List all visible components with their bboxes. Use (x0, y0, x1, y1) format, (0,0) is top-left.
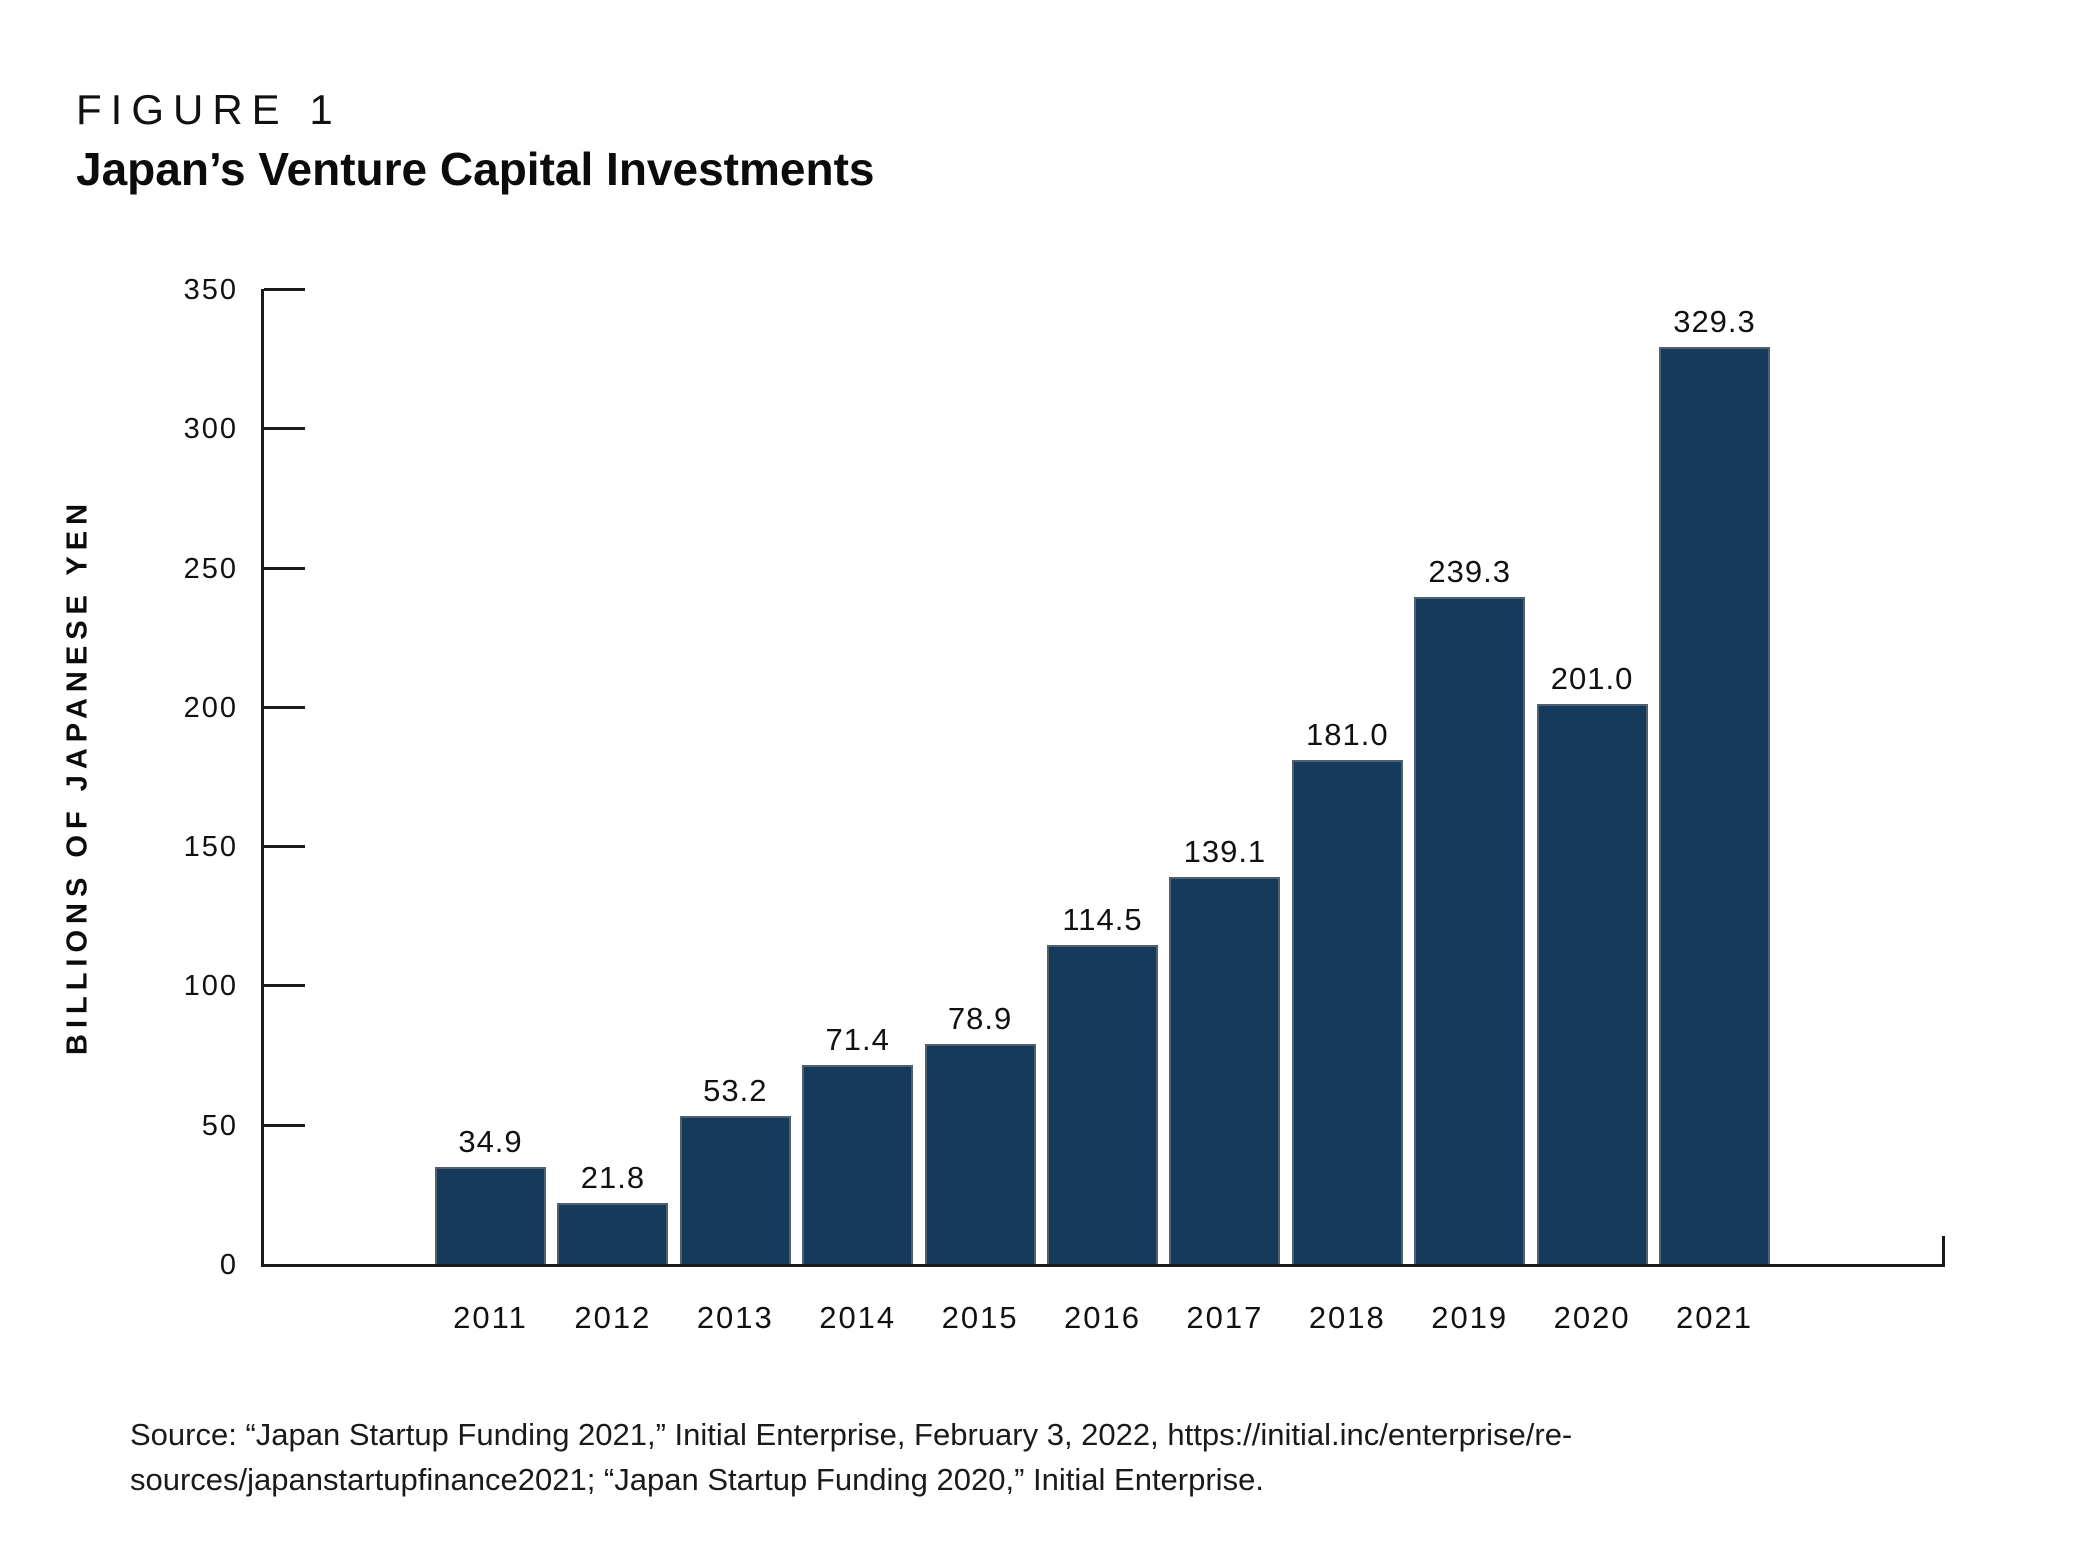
x-axis-label-2012: 2012 (574, 1300, 652, 1335)
y-axis-tick-50 (264, 1123, 305, 1127)
bar-value-label-2017: 139.1 (1183, 833, 1267, 869)
bar-2015 (924, 1044, 1036, 1264)
y-axis-label-50: 50 (201, 1109, 238, 1142)
bar-2013 (679, 1115, 791, 1264)
x-axis-label-2013: 2013 (696, 1300, 774, 1335)
bar-2020 (1536, 704, 1648, 1264)
y-axis-tick-300 (264, 427, 305, 431)
x-axis-label-2020: 2020 (1553, 1300, 1631, 1335)
x-axis-line (261, 1264, 1945, 1267)
x-axis-label-2016: 2016 (1064, 1300, 1141, 1335)
y-axis-label-350: 350 (183, 274, 238, 306)
bar-2016 (1047, 945, 1158, 1264)
bar-2021 (1659, 346, 1770, 1264)
bar-2014 (802, 1065, 914, 1264)
bar-2019 (1414, 597, 1526, 1264)
y-axis-tick-200 (264, 705, 305, 709)
bar-value-label-2013: 53.2 (703, 1072, 768, 1108)
x-axis-end-tick (1942, 1236, 1945, 1267)
bar-value-label-2012: 21.8 (580, 1160, 646, 1196)
bar-value-label-2011: 34.9 (458, 1123, 523, 1159)
y-axis-title: BILLIONS OF JAPANESE YEN (61, 497, 94, 1056)
x-axis-label-2015: 2015 (941, 1300, 1019, 1335)
bar-2011 (435, 1166, 546, 1264)
x-axis-label-2011: 2011 (453, 1300, 528, 1335)
x-axis-label-2021: 2021 (1676, 1300, 1753, 1335)
bar-2012 (557, 1203, 669, 1264)
y-axis-label-150: 150 (183, 831, 238, 864)
x-axis-label-2014: 2014 (819, 1300, 897, 1335)
y-axis-tick-150 (264, 845, 305, 849)
x-axis-label-2018: 2018 (1308, 1300, 1386, 1335)
x-axis-label-2019: 2019 (1431, 1300, 1509, 1335)
y-axis-label-100: 100 (183, 970, 238, 1003)
y-axis-label-300: 300 (183, 413, 238, 446)
figure-label: FIGURE 1 (76, 86, 342, 133)
y-axis-tick-100 (264, 984, 305, 988)
bar-2017 (1169, 876, 1281, 1264)
y-axis-label-200: 200 (183, 691, 238, 724)
bar-value-label-2019: 239.3 (1428, 554, 1511, 590)
bar-value-label-2021: 329.3 (1673, 303, 1756, 339)
bar-value-label-2016: 114.5 (1062, 902, 1143, 938)
bar-2018 (1291, 759, 1403, 1264)
source-note: Source: “Japan Startup Funding 2021,” In… (130, 1412, 1572, 1502)
bar-value-label-2018: 181.0 (1306, 716, 1389, 752)
bar-value-label-2014: 71.4 (825, 1022, 890, 1058)
figure-title: Japan’s Venture Capital Investments (76, 143, 875, 195)
y-axis-tick-250 (264, 566, 305, 570)
y-axis-line (261, 289, 264, 1267)
x-axis-label-2017: 2017 (1186, 1300, 1264, 1335)
source-line-1: Source: “Japan Startup Funding 2021,” In… (130, 1417, 1573, 1452)
bar-value-label-2020: 201.0 (1550, 661, 1634, 697)
y-axis-label-250: 250 (183, 552, 238, 585)
y-axis-label-0: 0 (219, 1249, 238, 1281)
bar-value-label-2015: 78.9 (947, 1001, 1013, 1037)
source-line-2: sources/japanstartupfinance2021; “Japan … (130, 1462, 1264, 1497)
y-axis-tick-350 (264, 288, 305, 291)
